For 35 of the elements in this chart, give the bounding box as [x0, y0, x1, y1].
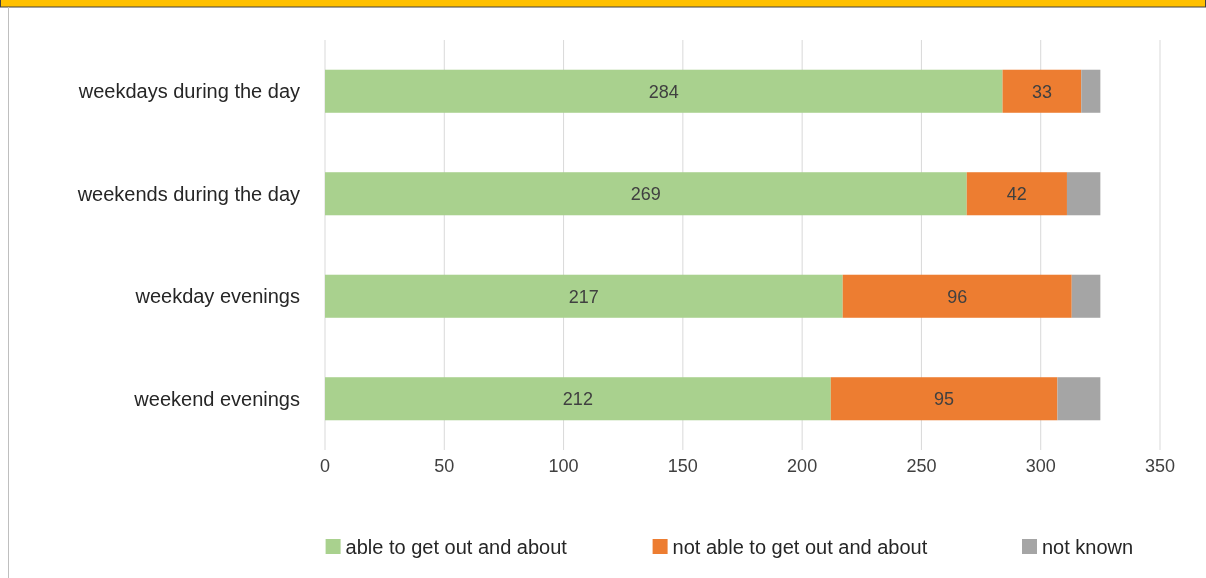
- x-tick-label: 350: [1144, 456, 1176, 476]
- bar: [325, 274, 843, 318]
- data-label: 284: [648, 81, 679, 102]
- bar: [1081, 69, 1101, 113]
- y-tick-label: weekday evenings: [134, 285, 300, 308]
- bar: [1002, 69, 1082, 113]
- bar: [1066, 172, 1101, 216]
- bar: [830, 377, 1058, 421]
- x-tick-label: 50: [434, 456, 455, 476]
- legend-label: not able to get out and about: [672, 536, 928, 558]
- x-tick-label: 200: [787, 456, 818, 476]
- data-label: 42: [1006, 184, 1027, 205]
- bar: [325, 377, 831, 421]
- bar: [325, 69, 1003, 113]
- bar: [966, 172, 1067, 216]
- y-tick-label: weekdays during the day: [77, 80, 300, 103]
- x-tick-label: 300: [1025, 456, 1056, 476]
- x-tick-label: 100: [548, 456, 579, 476]
- y-tick-label: weekend evenings: [133, 387, 300, 410]
- y-tick-label: weekends during the day: [76, 182, 300, 205]
- data-label: 212: [562, 389, 593, 410]
- data-label: 96: [947, 286, 968, 307]
- bar: [842, 274, 1072, 318]
- legend-label: not known: [1042, 536, 1134, 558]
- data-label: 95: [934, 389, 955, 410]
- x-tick-label: 0: [319, 456, 331, 476]
- data-label: 33: [1031, 81, 1052, 102]
- legend-label: able to get out and about: [345, 536, 568, 558]
- bar: [1057, 377, 1101, 421]
- data-label: 269: [630, 184, 661, 205]
- bar: [325, 172, 967, 216]
- x-tick-label: 150: [667, 456, 698, 476]
- bar: [1071, 274, 1101, 318]
- x-tick-label: 250: [906, 456, 937, 476]
- data-label: 217: [568, 286, 599, 307]
